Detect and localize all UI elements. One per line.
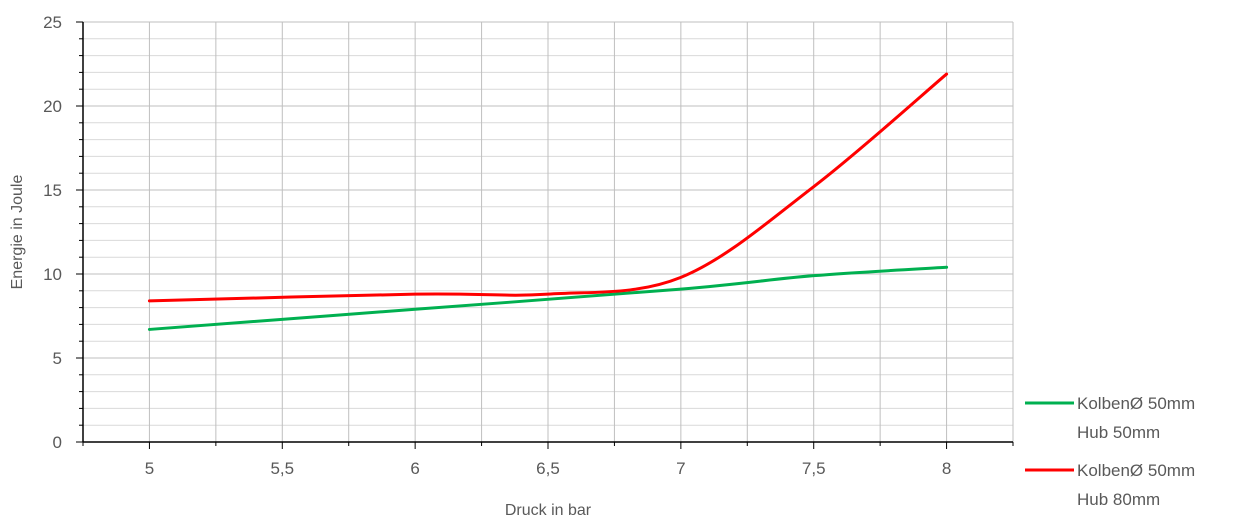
x-tick-label: 8: [942, 459, 951, 478]
y-tick-label: 10: [43, 265, 62, 284]
y-tick-label: 0: [53, 433, 62, 452]
x-tick-labels: 5 5,5 6 6,5 7 7,5 8: [145, 459, 952, 478]
legend: KolbenØ 50mm Hub 50mm KolbenØ 50mm Hub 80mm: [1025, 394, 1195, 509]
y-axis-title: Energie in Joule: [9, 175, 26, 290]
y-tick-label: 20: [43, 97, 62, 116]
grid: [83, 21, 1014, 443]
x-axis-title: Druck in bar: [505, 502, 592, 519]
y-tick-labels: 0 5 10 15 20 25: [43, 13, 62, 452]
x-tick-label: 5: [145, 459, 154, 478]
legend-label-1: KolbenØ 50mm: [1077, 394, 1195, 413]
y-tick-label: 5: [53, 349, 62, 368]
series-line-2: [147, 72, 949, 303]
legend-label-2: KolbenØ 50mm: [1077, 461, 1195, 480]
x-tick-label: 6: [410, 459, 419, 478]
y-tick-label: 15: [43, 181, 62, 200]
x-tick-label: 5,5: [270, 459, 294, 478]
legend-label-1: Hub 50mm: [1077, 423, 1160, 442]
x-tick-label: 7: [676, 459, 685, 478]
axes: [76, 21, 1014, 449]
x-tick-label: 6,5: [536, 459, 560, 478]
y-tick-label: 25: [43, 13, 62, 32]
series-line-1: [147, 265, 949, 331]
series-lines: [147, 72, 949, 331]
x-tick-label: 7,5: [802, 459, 826, 478]
legend-label-2: Hub 80mm: [1077, 490, 1160, 509]
